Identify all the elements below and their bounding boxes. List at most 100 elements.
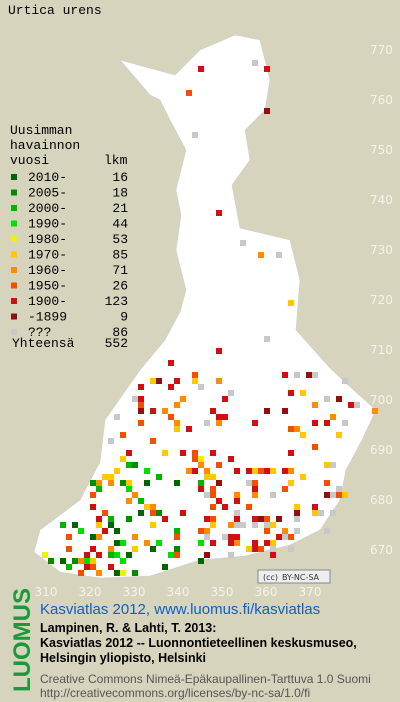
observation-square — [168, 384, 174, 390]
observation-square — [282, 468, 288, 474]
observation-square — [96, 486, 102, 492]
observation-square — [258, 516, 264, 522]
observation-square — [120, 558, 126, 564]
total-label: Yhteensä — [12, 336, 75, 351]
observation-squares — [42, 60, 378, 576]
citation: Kasviatlas 2012 -- Luonnontieteellinen k… — [40, 636, 357, 650]
observation-square — [294, 510, 300, 516]
observation-square — [210, 474, 216, 480]
observation-square — [138, 510, 144, 516]
observation-square — [198, 384, 204, 390]
legend-label: 1960- — [28, 263, 67, 278]
observation-square — [336, 486, 342, 492]
y-axis-label: 710 — [370, 343, 393, 357]
observation-square — [216, 348, 222, 354]
observation-square — [90, 504, 96, 510]
observation-square — [210, 450, 216, 456]
total-count: 552 — [105, 336, 128, 351]
observation-square — [132, 570, 138, 576]
observation-square — [246, 480, 252, 486]
observation-square — [102, 474, 108, 480]
observation-square — [324, 420, 330, 426]
observation-square — [222, 534, 228, 540]
observation-square — [210, 492, 216, 498]
observation-square — [210, 540, 216, 546]
observation-square — [216, 210, 222, 216]
legend-count: 86 — [112, 325, 128, 340]
observation-square — [264, 336, 270, 342]
observation-square — [252, 486, 258, 492]
observation-square — [288, 426, 294, 432]
observation-square — [348, 402, 354, 408]
observation-square — [198, 540, 204, 546]
observation-square — [96, 552, 102, 558]
observation-square — [312, 504, 318, 510]
legend-label: -1899 — [28, 310, 67, 325]
observation-square — [66, 564, 72, 570]
observation-square — [228, 522, 234, 528]
observation-square — [246, 468, 252, 474]
observation-square — [324, 462, 330, 468]
observation-square — [234, 492, 240, 498]
observation-square — [150, 438, 156, 444]
observation-square — [126, 450, 132, 456]
x-axis-label: 350 — [211, 585, 234, 599]
observation-square — [288, 534, 294, 540]
observation-square — [84, 564, 90, 570]
observation-square — [264, 108, 270, 114]
observation-square — [120, 480, 126, 486]
y-axis-label: 680 — [370, 493, 393, 507]
observation-square — [294, 504, 300, 510]
observation-square — [114, 540, 120, 546]
observation-square — [264, 516, 270, 522]
observation-square — [342, 420, 348, 426]
observation-square — [96, 534, 102, 540]
observation-square — [132, 546, 138, 552]
x-axis-label: 370 — [299, 585, 322, 599]
legend-swatch — [11, 189, 17, 196]
legend-heading: Uusimman — [10, 123, 72, 138]
observation-square — [126, 552, 132, 558]
observation-square — [96, 522, 102, 528]
observation-square — [252, 546, 258, 552]
observation-square — [126, 462, 132, 468]
observation-square — [114, 570, 120, 576]
observation-square — [270, 552, 276, 558]
observation-square — [126, 516, 132, 522]
observation-square — [336, 432, 342, 438]
observation-square — [234, 534, 240, 540]
observation-square — [132, 492, 138, 498]
legend-label: ??? — [28, 325, 51, 340]
observation-square — [234, 540, 240, 546]
legend-swatch — [11, 313, 17, 320]
observation-square — [294, 516, 300, 522]
observation-square — [288, 546, 294, 552]
observation-square — [228, 456, 234, 462]
y-axis-label: 730 — [370, 243, 393, 257]
observation-square — [186, 426, 192, 432]
observation-square — [336, 492, 342, 498]
license: Creative Commons Nimeä-Epäkaupallinen-Ta… — [40, 672, 371, 686]
observation-square — [300, 474, 306, 480]
observation-square — [156, 510, 162, 516]
observation-square — [174, 402, 180, 408]
observation-square — [252, 492, 258, 498]
x-axis-label: 340 — [167, 585, 190, 599]
observation-square — [174, 378, 180, 384]
observation-square — [126, 498, 132, 504]
observation-square — [108, 522, 114, 528]
observation-square — [114, 414, 120, 420]
observation-square — [192, 468, 198, 474]
observation-square — [234, 516, 240, 522]
observation-square — [282, 408, 288, 414]
observation-square — [198, 528, 204, 534]
y-axis-label: 770 — [370, 43, 393, 57]
observation-square — [204, 474, 210, 480]
observation-square — [150, 522, 156, 528]
observation-square — [252, 522, 258, 528]
x-axis-label: 310 — [35, 585, 58, 599]
observation-square — [246, 504, 252, 510]
observation-square — [210, 504, 216, 510]
